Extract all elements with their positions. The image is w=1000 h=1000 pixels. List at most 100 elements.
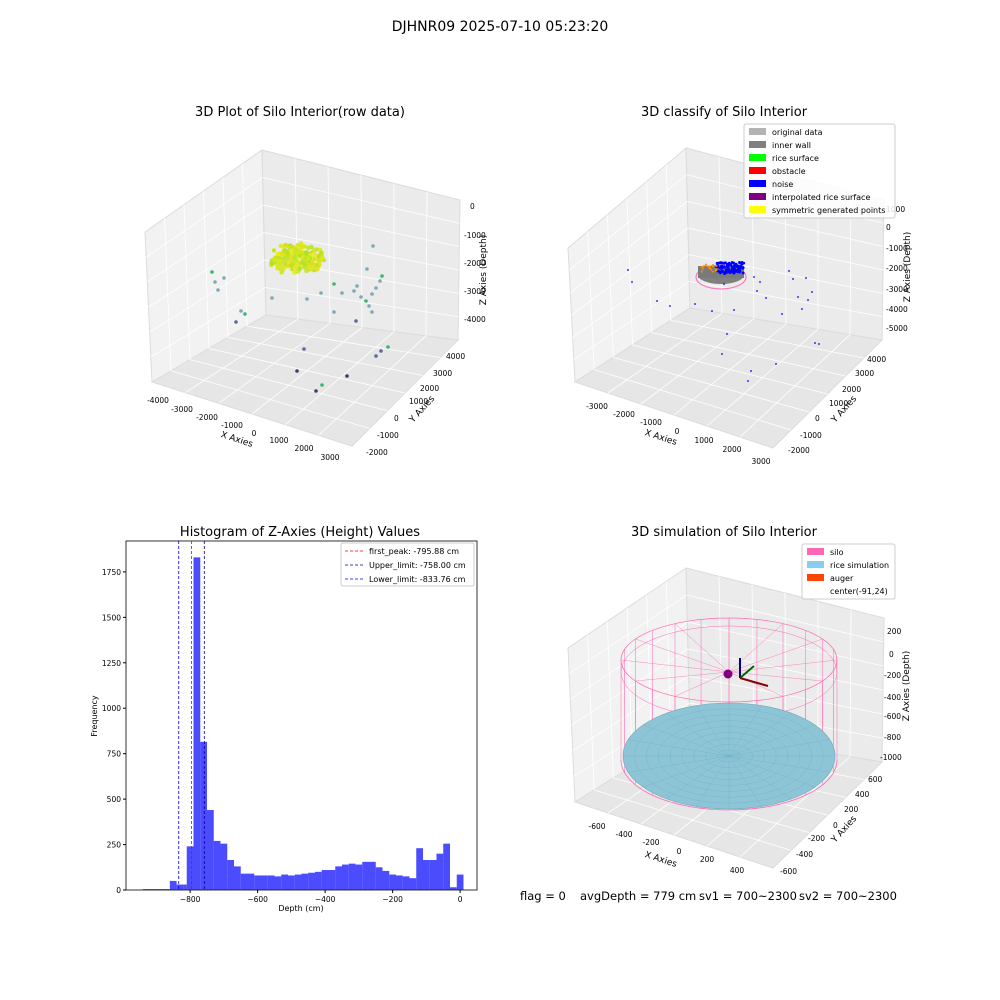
classify-noise-point <box>723 283 725 285</box>
histogram-reference-lines <box>178 541 205 890</box>
histogram-bar <box>207 810 214 890</box>
raw-point <box>316 253 321 259</box>
classify-noise-point <box>727 269 730 272</box>
raw-point <box>306 245 311 251</box>
raw-point <box>222 276 226 280</box>
silo-roof-ray <box>635 671 730 682</box>
raw-point <box>282 248 288 253</box>
classify-obstacle-point <box>701 265 704 268</box>
classify-legend-label: noise <box>772 180 793 189</box>
silo-base <box>620 759 838 811</box>
rice-mesh <box>643 755 730 788</box>
classify-legend-swatch <box>749 180 766 187</box>
classify-xtick: 3000 <box>751 457 770 466</box>
raw-point <box>340 291 344 295</box>
rice-mesh <box>666 755 730 800</box>
histogram-bar <box>321 870 329 890</box>
classify-obstacle-point <box>711 263 714 266</box>
raw-point <box>216 288 220 292</box>
classify-ztick: -2000 <box>886 264 908 273</box>
raw-ztick: -4000 <box>464 315 486 324</box>
raw-ytick: 3000 <box>433 369 452 378</box>
histogram-ticks: −800 −600 −400 −200 0 0 250 500 750 1000 1250 1500 1… <box>102 568 463 904</box>
raw-point <box>305 256 311 261</box>
sim-ytick: 600 <box>868 775 883 784</box>
raw-point <box>302 244 308 249</box>
raw-ztick: -1000 <box>464 231 486 240</box>
sim-ztick: -1000 <box>880 753 902 762</box>
gridline <box>739 334 851 438</box>
histogram-bar <box>335 866 342 890</box>
histogram-title: Histogram of Z-Axies (Height) Values <box>180 525 420 540</box>
histogram-bar <box>416 848 423 890</box>
classify-obstacle-point <box>711 265 714 268</box>
simulation-legend-swatch <box>807 574 824 581</box>
classify-noise-point <box>740 262 744 266</box>
sim-xtick: -400 <box>615 830 632 839</box>
raw-point <box>298 250 304 256</box>
classify-ztick: -4000 <box>886 305 908 314</box>
classify-legend-label: original data <box>772 128 823 137</box>
classify-noise-point <box>733 262 737 266</box>
raw-point <box>275 251 281 257</box>
histogram-bar <box>240 873 248 890</box>
histogram-legend-frame <box>340 542 475 587</box>
classify-noise-point <box>731 267 734 271</box>
classify-noise-point <box>805 277 807 279</box>
classify-noise-point <box>781 313 783 315</box>
sim-ytick: -400 <box>796 850 813 859</box>
classify-noise-point <box>669 305 671 307</box>
raw-point <box>312 253 318 259</box>
raw-point <box>374 354 378 358</box>
raw-point <box>286 259 292 265</box>
raw-xtick: -2000 <box>196 413 218 422</box>
raw-point <box>295 250 300 255</box>
classify-noise-point <box>741 266 745 270</box>
sim-ytick: 0 <box>833 821 838 830</box>
classify-obstacle-point <box>700 266 703 269</box>
status-line: flag = 0 avgDepth = 779 cm sv1 = 700~230… <box>520 889 897 903</box>
raw-point <box>314 389 318 393</box>
raw-point <box>379 349 383 353</box>
raw-point <box>213 280 217 284</box>
raw-ytick: 0 <box>394 414 399 423</box>
raw-point <box>288 263 294 268</box>
classify-obstacle-point <box>701 268 704 271</box>
histogram-bar <box>348 863 356 890</box>
raw-point <box>302 262 307 267</box>
classify-noise-point <box>765 297 767 299</box>
classify-noise-point <box>720 269 724 273</box>
classify-noise-point <box>807 299 809 301</box>
classify-obstacle-point <box>706 265 709 268</box>
raw-point <box>367 304 371 308</box>
raw-xtick: 0 <box>252 429 257 438</box>
simulation-3d-panel: 3D simulation of Silo Interior -600 -400… <box>567 525 912 876</box>
raw-point <box>299 241 304 246</box>
raw-data-3d-panel: 3D Plot of Silo Interior(row data) -4000… <box>144 105 489 462</box>
histogram-bar <box>149 889 157 890</box>
classify-legend-swatch <box>749 206 766 213</box>
sim-x-axis-label: X Axies <box>643 850 678 870</box>
classify-obstacle-point <box>710 268 713 271</box>
raw-point <box>294 258 299 263</box>
gridline <box>265 287 459 318</box>
classify-noise-point <box>733 309 735 311</box>
raw-point <box>370 310 374 314</box>
classify-noise-point <box>756 290 758 292</box>
raw-point <box>239 309 243 313</box>
classify-noise-point <box>631 281 633 283</box>
classify-noise-point <box>737 266 740 270</box>
raw-point <box>345 374 349 378</box>
classify-legend-label: obstacle <box>772 167 806 176</box>
histogram-ytick-label: 500 <box>107 795 122 804</box>
raw-point <box>269 261 275 266</box>
raw-point <box>309 244 314 250</box>
histogram-bar <box>200 741 207 890</box>
classify-noise-point <box>729 269 733 273</box>
classify-legend-label: rice surface <box>772 154 819 163</box>
histogram-axes-frame <box>125 540 478 891</box>
histogram-bar <box>382 870 390 890</box>
raw-point <box>272 257 277 262</box>
classify-xtick: 0 <box>675 427 680 436</box>
gridline <box>318 335 427 436</box>
